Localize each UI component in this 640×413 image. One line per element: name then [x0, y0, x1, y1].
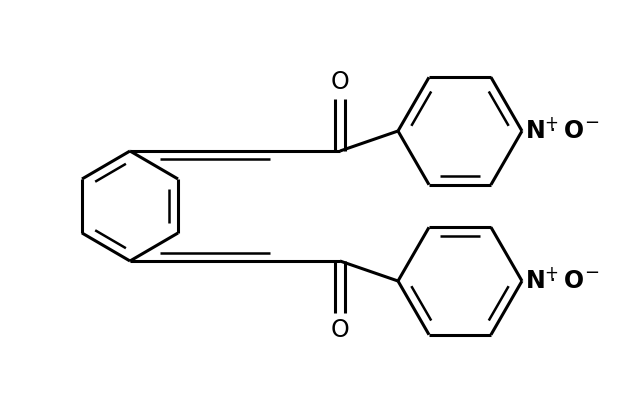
Text: N: N: [526, 269, 546, 293]
Text: −: −: [584, 114, 599, 132]
Text: +: +: [544, 114, 558, 132]
Text: O: O: [564, 269, 584, 293]
Text: ·: ·: [548, 119, 556, 143]
Text: O: O: [331, 70, 349, 94]
Text: ·: ·: [548, 269, 556, 293]
Text: O: O: [331, 318, 349, 342]
Text: O: O: [564, 119, 584, 143]
Text: +: +: [544, 264, 558, 282]
Text: −: −: [584, 264, 599, 282]
Text: N: N: [526, 119, 546, 143]
